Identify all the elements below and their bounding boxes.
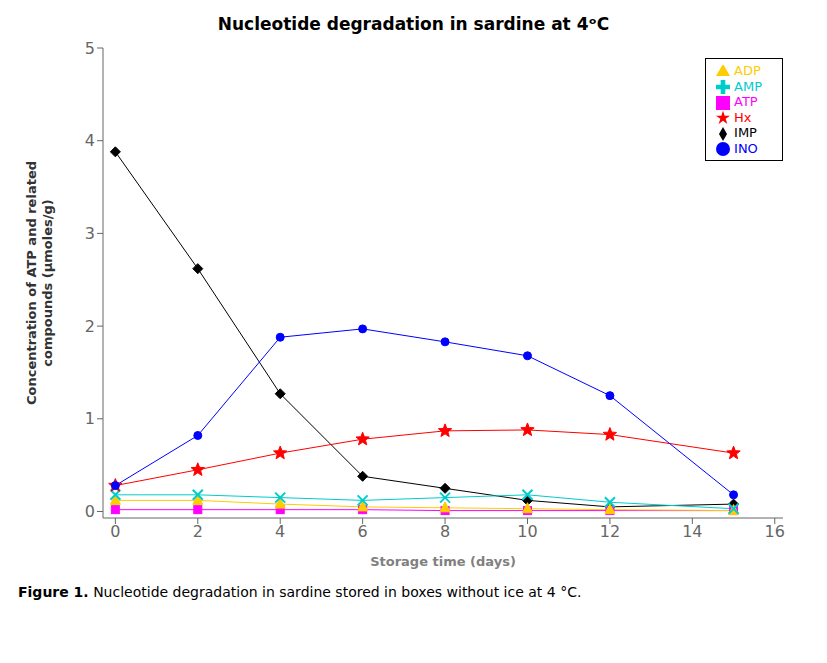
html-text:Nucleotide degradation in sard: Nucleotide degradation in sardine at 4ᵒC bbox=[217, 14, 610, 34]
html-text:IMP: IMP bbox=[734, 125, 757, 140]
svg-text:0: 0 bbox=[85, 502, 95, 521]
svg-text:3: 3 bbox=[85, 224, 95, 243]
html-text:ATP: ATP bbox=[734, 94, 758, 109]
svg-text:Concentration of ATP and relat: Concentration of ATP and relatedcompound… bbox=[24, 161, 55, 405]
svg-text:4: 4 bbox=[85, 131, 95, 150]
svg-text:14: 14 bbox=[682, 522, 702, 541]
svg-text:4: 4 bbox=[275, 522, 285, 541]
svg-text:2: 2 bbox=[85, 317, 95, 336]
svg-text:6: 6 bbox=[358, 522, 368, 541]
svg-text:10: 10 bbox=[517, 522, 537, 541]
svg-text:16: 16 bbox=[765, 522, 785, 541]
html-text:ADP: ADP bbox=[734, 63, 761, 78]
html-text:AMP: AMP bbox=[734, 78, 762, 94]
svg-text:12: 12 bbox=[600, 522, 620, 541]
html-text:INO: INO bbox=[734, 140, 758, 156]
svg-text:8: 8 bbox=[440, 522, 450, 541]
html-text:Figure 1. Nucleotide degradati: Figure 1. Nucleotide degradation in sard… bbox=[18, 584, 582, 600]
svg-text:1: 1 bbox=[85, 409, 95, 428]
svg-text:5: 5 bbox=[85, 39, 95, 58]
svg-text:Storage time (days): Storage time (days) bbox=[370, 554, 516, 569]
svg-text:2: 2 bbox=[193, 522, 203, 541]
svg-text:0: 0 bbox=[110, 522, 120, 541]
html-text:Hx: Hx bbox=[734, 109, 752, 125]
